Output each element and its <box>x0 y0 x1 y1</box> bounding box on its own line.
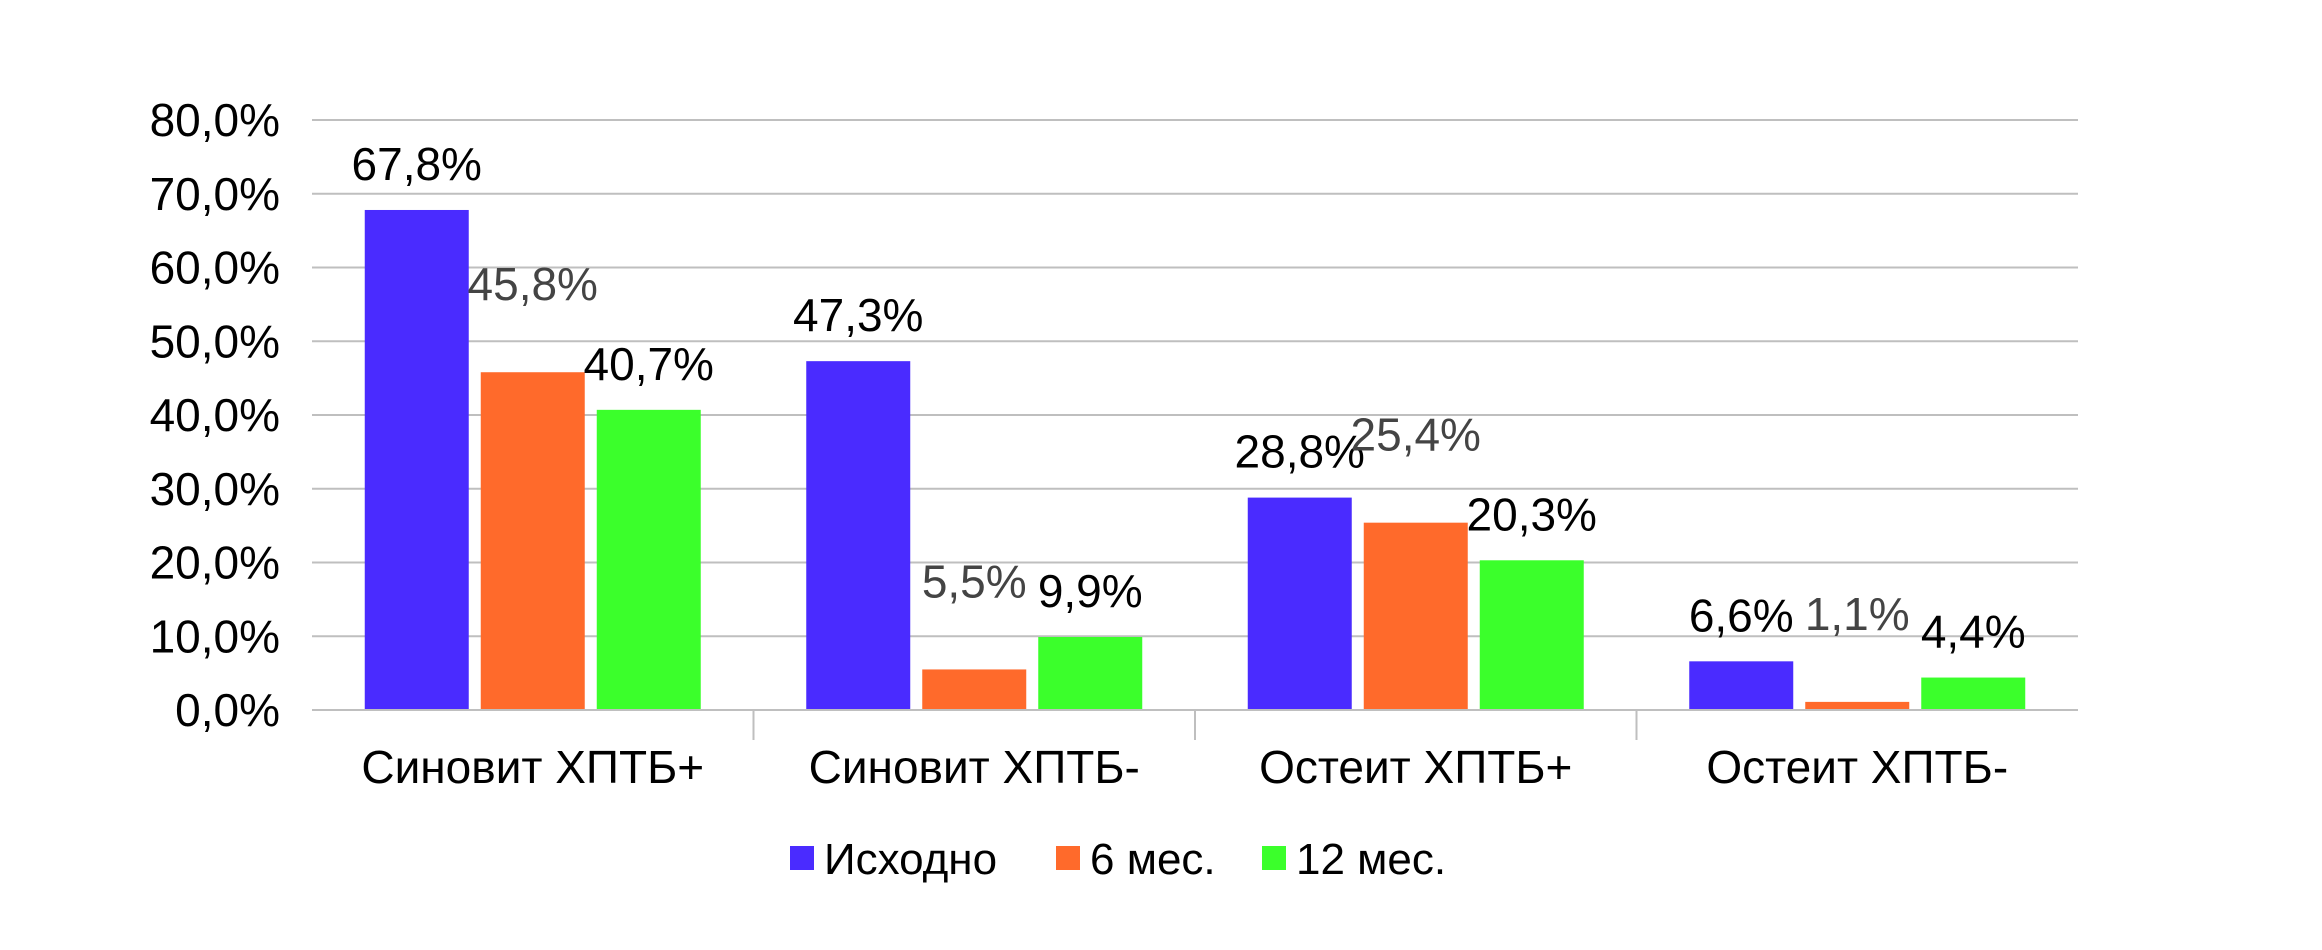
category-label: Остеит ХПТБ- <box>1706 741 2008 793</box>
data-label: 45,8% <box>468 258 598 310</box>
data-label: 6,6% <box>1689 589 1794 641</box>
bar <box>1479 560 1584 710</box>
data-label: 20,3% <box>1467 488 1597 540</box>
data-label: 5,5% <box>922 555 1027 607</box>
data-label: 67,8% <box>352 138 482 190</box>
y-tick-label: 80,0% <box>150 94 280 146</box>
legend-item: 12 мес. <box>1262 835 1446 884</box>
y-tick-label: 0,0% <box>175 684 280 736</box>
category-label: Синовит ХПТБ+ <box>361 741 704 793</box>
y-tick-label: 70,0% <box>150 168 280 220</box>
y-tick-label: 20,0% <box>150 537 280 589</box>
y-axis-tick-labels: 0,0% 10,0% 20,0% 30,0% 40,0% 50,0% 60,0% 70,0% 8… <box>150 94 280 736</box>
bar <box>596 409 701 710</box>
bar <box>1363 522 1468 710</box>
bar <box>480 372 585 710</box>
bar <box>1689 661 1794 710</box>
legend-label: Исходно <box>824 835 997 884</box>
legend-swatch <box>1262 846 1286 870</box>
x-axis: Синовит ХПТБ+ Синовит ХПТБ- Остеит ХПТБ+ Ос… <box>312 709 2078 793</box>
legend-label: 6 мес. <box>1090 835 1216 884</box>
data-labels: 67,8% 45,8% 40,7% 47,3% 5,5% 9,9% 28,8%25,4% 20… <box>352 138 2026 658</box>
data-label: 28,8% <box>1235 426 1365 478</box>
bar <box>922 669 1027 710</box>
bar <box>1805 701 1910 710</box>
y-tick-label: 30,0% <box>150 463 280 515</box>
data-label: 47,3% <box>793 289 923 341</box>
bar <box>1921 677 2026 710</box>
bar <box>1038 636 1143 710</box>
legend: Исходно 6 мес. 12 мес. <box>790 835 1446 884</box>
y-tick-label: 40,0% <box>150 389 280 441</box>
legend-swatch <box>1056 846 1080 870</box>
y-tick-label: 10,0% <box>150 610 280 662</box>
y-tick-label: 50,0% <box>150 315 280 367</box>
legend-item: Исходно <box>790 835 997 884</box>
data-label: 40,7% <box>584 338 714 390</box>
bar <box>806 361 911 710</box>
data-label: 4,4% <box>1921 606 2026 658</box>
legend-label: 12 мес. <box>1296 835 1446 884</box>
bar <box>364 209 469 710</box>
data-label: 1,1% <box>1805 588 1910 640</box>
legend-item: 6 мес. <box>1056 835 1216 884</box>
bars <box>364 209 2026 710</box>
legend-swatch <box>790 846 814 870</box>
data-label: 25,4% <box>1351 409 1481 461</box>
bar <box>1247 497 1352 710</box>
y-tick-label: 60,0% <box>150 242 280 294</box>
data-label: 9,9% <box>1038 565 1143 617</box>
category-label: Синовит ХПТБ- <box>809 741 1140 793</box>
category-label: Остеит ХПТБ+ <box>1259 741 1572 793</box>
